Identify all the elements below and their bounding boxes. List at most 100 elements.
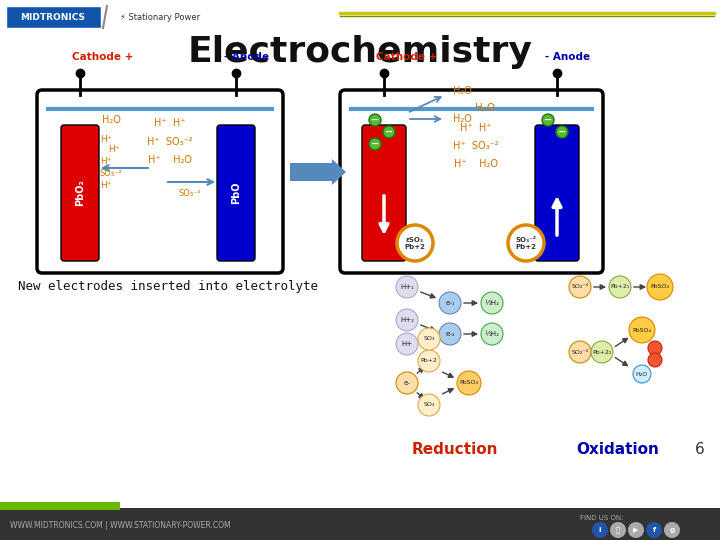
Bar — [0, 508, 720, 540]
Circle shape — [646, 522, 662, 538]
Circle shape — [508, 225, 544, 261]
Text: SO₃⁻²: SO₃⁻² — [516, 237, 536, 243]
Circle shape — [648, 341, 662, 355]
Circle shape — [396, 309, 418, 331]
Bar — [0, 502, 120, 510]
Text: SO₂⁻⁴: SO₂⁻⁴ — [572, 349, 588, 354]
Text: PbSO₄: PbSO₄ — [632, 327, 652, 333]
FancyBboxPatch shape — [340, 90, 603, 273]
FancyBboxPatch shape — [362, 125, 406, 261]
Text: H+₂: H+₂ — [400, 317, 414, 323]
Text: H₂O: H₂O — [453, 86, 472, 96]
Circle shape — [591, 341, 613, 363]
Circle shape — [481, 323, 503, 345]
Circle shape — [418, 328, 440, 350]
FancyBboxPatch shape — [535, 125, 579, 261]
Text: WWW.MIDTRONICS.COM | WWW.STATIONARY-POWER.COM: WWW.MIDTRONICS.COM | WWW.STATIONARY-POWE… — [10, 522, 230, 530]
Text: SO₃⁻²: SO₃⁻² — [179, 190, 202, 199]
Text: H⁺    H₂O: H⁺ H₂O — [454, 159, 498, 169]
Text: PbO: PbO — [231, 182, 241, 204]
Text: Oxidation: Oxidation — [577, 442, 660, 457]
Text: FIND US ON:: FIND US ON: — [580, 515, 624, 521]
Circle shape — [592, 522, 608, 538]
Circle shape — [633, 365, 651, 383]
Text: −: − — [371, 138, 379, 149]
Text: −: − — [558, 126, 566, 137]
Text: Electrochemistry: Electrochemistry — [188, 35, 532, 69]
Text: Pb+2₁: Pb+2₁ — [611, 285, 630, 289]
Text: f: f — [652, 527, 656, 533]
Text: i: i — [599, 527, 601, 533]
Text: Pb+2: Pb+2 — [420, 359, 438, 363]
Text: SO₃: SO₃ — [423, 402, 435, 408]
Text: e-: e- — [404, 380, 410, 386]
FancyBboxPatch shape — [61, 125, 99, 261]
Circle shape — [457, 371, 481, 395]
Circle shape — [556, 126, 568, 138]
FancyBboxPatch shape — [37, 90, 283, 273]
Circle shape — [369, 138, 381, 150]
Text: H⁺: H⁺ — [108, 145, 120, 154]
Text: PbO₂: PbO₂ — [75, 180, 85, 206]
Circle shape — [418, 350, 440, 372]
Text: SO₃⁻²: SO₃⁻² — [100, 170, 122, 179]
Circle shape — [397, 225, 433, 261]
Circle shape — [369, 114, 381, 126]
Circle shape — [396, 333, 418, 355]
Circle shape — [628, 522, 644, 538]
Text: ½H₂: ½H₂ — [485, 300, 500, 306]
Text: ½H₂: ½H₂ — [485, 331, 500, 337]
Circle shape — [383, 126, 395, 138]
Text: New electrodes inserted into electrolyte: New electrodes inserted into electrolyte — [18, 280, 318, 293]
Text: - Anode: - Anode — [224, 52, 269, 62]
Text: Reduction: Reduction — [412, 442, 498, 457]
Circle shape — [569, 341, 591, 363]
Text: H₂O: H₂O — [475, 103, 495, 113]
Circle shape — [648, 353, 662, 367]
Text: H⁺  SO₃⁻²: H⁺ SO₃⁻² — [453, 141, 498, 151]
Circle shape — [664, 522, 680, 538]
Circle shape — [418, 394, 440, 416]
Circle shape — [610, 522, 626, 538]
Text: Cathode +: Cathode + — [376, 52, 437, 62]
Text: SO₂⁻⁴: SO₂⁻⁴ — [572, 285, 588, 289]
Text: SO₃: SO₃ — [423, 336, 435, 341]
Text: ⚡ Stationary Power: ⚡ Stationary Power — [120, 12, 200, 22]
Text: 6: 6 — [695, 442, 705, 457]
Circle shape — [396, 372, 418, 394]
Circle shape — [481, 292, 503, 314]
Circle shape — [439, 292, 461, 314]
Text: H⁺: H⁺ — [100, 157, 112, 165]
Text: H+: H+ — [402, 341, 413, 347]
Text: g: g — [670, 527, 675, 533]
Text: PbSO₄: PbSO₄ — [459, 381, 479, 386]
Text: H₂O: H₂O — [636, 372, 648, 376]
Text: H⁺  SO₃⁻²: H⁺ SO₃⁻² — [147, 137, 193, 147]
Text: 🐦: 🐦 — [616, 526, 620, 534]
Text: H⁺: H⁺ — [100, 136, 112, 145]
Circle shape — [542, 114, 554, 126]
Circle shape — [629, 317, 655, 343]
Circle shape — [439, 323, 461, 345]
Text: H⁺    H₂O: H⁺ H₂O — [148, 155, 192, 165]
Text: H+₁: H+₁ — [400, 284, 414, 290]
Text: e-₁: e-₁ — [445, 300, 455, 306]
Text: −: − — [371, 114, 379, 125]
Text: −: − — [385, 126, 393, 137]
FancyBboxPatch shape — [217, 125, 255, 261]
Text: H⁺  H⁺: H⁺ H⁺ — [154, 118, 186, 128]
Text: H₂O: H₂O — [102, 115, 121, 125]
Circle shape — [647, 274, 673, 300]
Circle shape — [569, 276, 591, 298]
Text: εSO₃: εSO₃ — [406, 237, 424, 243]
Circle shape — [609, 276, 631, 298]
Text: Pb+2: Pb+2 — [516, 244, 536, 250]
Text: H⁺  H⁺: H⁺ H⁺ — [460, 123, 491, 133]
Text: e-₂: e-₂ — [445, 331, 455, 337]
Text: H₂O: H₂O — [453, 114, 472, 124]
Text: - Anode: - Anode — [545, 52, 590, 62]
FancyArrow shape — [290, 159, 346, 185]
FancyBboxPatch shape — [6, 6, 101, 28]
Text: −: − — [544, 114, 552, 125]
Circle shape — [396, 276, 418, 298]
